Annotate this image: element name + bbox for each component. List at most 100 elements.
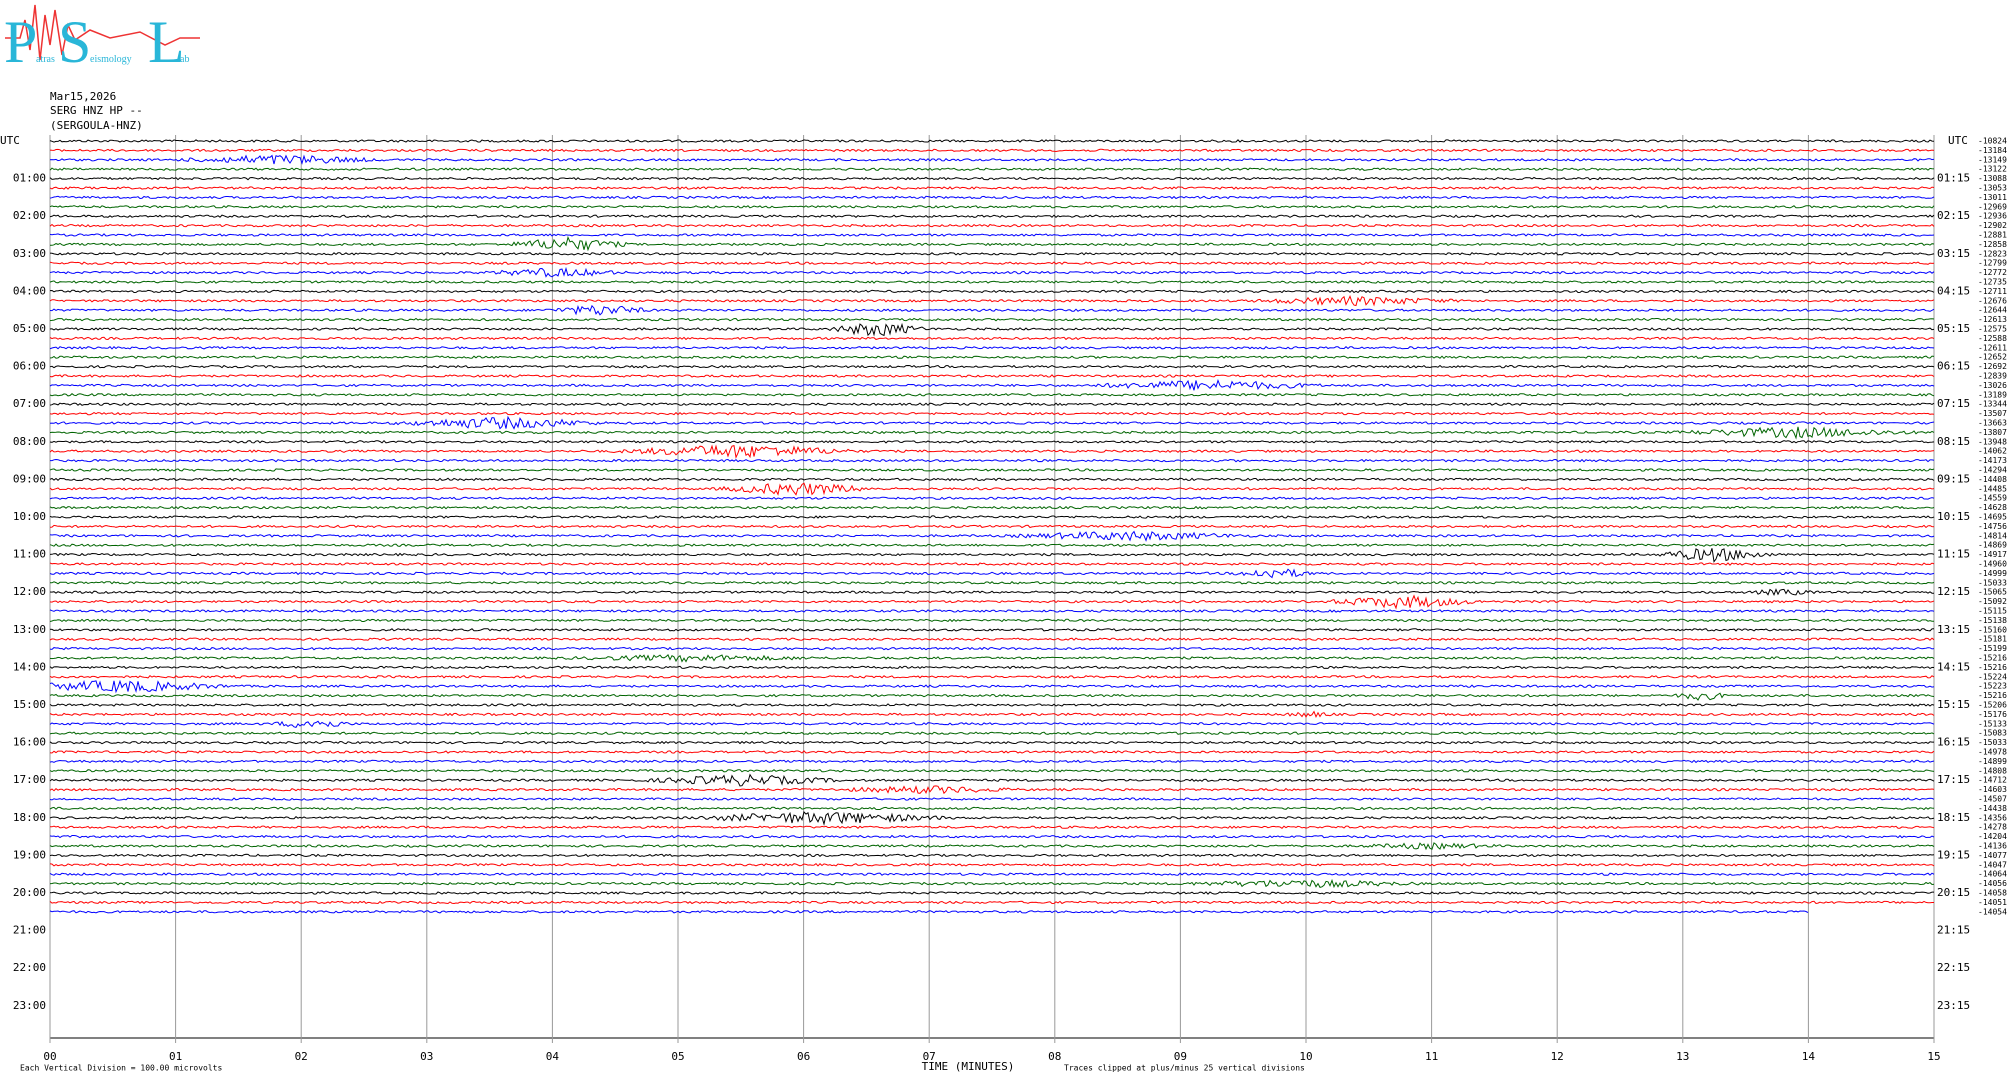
trace bbox=[49, 825, 1935, 829]
row-mean: -14559 bbox=[1978, 494, 2007, 503]
row-mean: -15199 bbox=[1978, 644, 2007, 653]
hour-label: 05:15 bbox=[1937, 322, 1970, 335]
x-tick-label: 07 bbox=[923, 1050, 936, 1063]
row-mean: -12652 bbox=[1978, 353, 2007, 362]
hour-label: 13:00 bbox=[13, 623, 46, 636]
trace bbox=[49, 415, 1935, 430]
hour-label: 21:00 bbox=[13, 924, 46, 937]
row-mean: -14064 bbox=[1978, 870, 2007, 879]
note: Traces clipped at plus/minus 25 vertical… bbox=[1064, 1064, 1305, 1073]
trace bbox=[49, 374, 1935, 378]
trace bbox=[49, 289, 1935, 294]
trace bbox=[49, 618, 1934, 623]
hour-label: 10:00 bbox=[13, 510, 46, 523]
trace bbox=[49, 304, 1935, 316]
trace bbox=[49, 252, 1935, 256]
row-mean: -15092 bbox=[1978, 597, 2007, 606]
row-mean: -12735 bbox=[1978, 278, 2007, 287]
hour-label: 23:00 bbox=[13, 999, 46, 1012]
row-mean: -15224 bbox=[1978, 672, 2007, 681]
row-mean: -12644 bbox=[1978, 306, 2007, 315]
row-mean: -12711 bbox=[1978, 287, 2007, 296]
trace bbox=[49, 364, 1935, 369]
row-mean: -12858 bbox=[1978, 240, 2007, 249]
trace bbox=[49, 261, 1935, 266]
row-mean: -13184 bbox=[1978, 146, 2007, 155]
logo-word: ab bbox=[180, 54, 189, 65]
hour-label: 05:00 bbox=[13, 322, 46, 335]
hour-label: 07:15 bbox=[1937, 397, 1970, 410]
logo: P S L atras eismology ab bbox=[4, 4, 200, 75]
row-mean: -13011 bbox=[1978, 193, 2007, 202]
row-mean: -12799 bbox=[1978, 259, 2007, 268]
row-mean: -10824 bbox=[1978, 137, 2007, 146]
trace bbox=[49, 637, 1935, 641]
trace bbox=[49, 710, 1935, 719]
hour-label: 19:15 bbox=[1937, 848, 1970, 861]
row-mean: -14058 bbox=[1978, 889, 2007, 898]
header: (SERGOULA-HNZ) bbox=[50, 119, 143, 132]
row-mean: -13189 bbox=[1978, 390, 2007, 399]
hour-label: 18:00 bbox=[13, 811, 46, 824]
row-mean: -15216 bbox=[1978, 663, 2007, 672]
row-mean: -14278 bbox=[1978, 823, 2007, 832]
trace bbox=[49, 834, 1935, 839]
hour-label: 17:15 bbox=[1937, 773, 1970, 786]
row-mean: -15033 bbox=[1978, 738, 2007, 747]
hour-label: 21:15 bbox=[1937, 924, 1970, 937]
row-mean: -14294 bbox=[1978, 466, 2007, 475]
hour-label: 20:00 bbox=[13, 886, 46, 899]
hour-label: 09:00 bbox=[13, 472, 46, 485]
trace bbox=[49, 568, 1935, 579]
row-mean: -14062 bbox=[1978, 447, 2007, 456]
trace bbox=[49, 773, 1935, 787]
row-mean: -15160 bbox=[1978, 625, 2007, 634]
x-tick-label: 02 bbox=[295, 1050, 308, 1063]
trace bbox=[49, 280, 1935, 284]
row-mean: -14136 bbox=[1978, 842, 2007, 851]
trace bbox=[49, 759, 1935, 764]
row-mean: -14978 bbox=[1978, 748, 2007, 757]
trace bbox=[49, 731, 1935, 735]
trace bbox=[49, 891, 1934, 895]
trace bbox=[49, 524, 1935, 529]
row-mean: -15115 bbox=[1978, 607, 2007, 616]
trace bbox=[50, 458, 1935, 463]
hour-label: 08:15 bbox=[1937, 435, 1970, 448]
trace bbox=[49, 720, 1935, 728]
row-mean: -12611 bbox=[1978, 343, 2007, 352]
trace bbox=[49, 205, 1935, 209]
trace bbox=[49, 468, 1935, 472]
hour-label: 20:15 bbox=[1937, 886, 1970, 899]
logo-word: atras bbox=[36, 54, 55, 65]
row-mean: -14507 bbox=[1978, 795, 2007, 804]
trace bbox=[49, 654, 1935, 663]
row-mean: -15181 bbox=[1978, 635, 2007, 644]
trace bbox=[49, 900, 1934, 905]
hour-label: 03:00 bbox=[13, 247, 46, 260]
trace bbox=[49, 740, 1934, 745]
row-mean: -15138 bbox=[1978, 616, 2007, 625]
hour-label: 06:15 bbox=[1937, 360, 1970, 373]
hour-label: 12:00 bbox=[13, 585, 46, 598]
axis-title: UTC bbox=[0, 134, 20, 147]
hour-label: 15:00 bbox=[13, 698, 46, 711]
row-mean: -13344 bbox=[1978, 400, 2007, 409]
hour-label: 04:00 bbox=[13, 284, 46, 297]
hour-label: 07:00 bbox=[13, 397, 46, 410]
row-mean: -15083 bbox=[1978, 729, 2007, 738]
hour-label: 01:15 bbox=[1937, 172, 1970, 185]
trace bbox=[49, 750, 1935, 754]
row-mean: -14917 bbox=[1978, 550, 2007, 559]
row-mean: -15065 bbox=[1978, 588, 2007, 597]
row-mean: -13026 bbox=[1978, 381, 2007, 390]
row-mean: -14695 bbox=[1978, 513, 2007, 522]
hour-label: 04:15 bbox=[1937, 284, 1970, 297]
hour-label: 15:15 bbox=[1937, 698, 1970, 711]
trace bbox=[49, 675, 1935, 679]
trace bbox=[49, 588, 1934, 597]
row-mean: -13149 bbox=[1978, 155, 2007, 164]
hour-label: 11:15 bbox=[1937, 548, 1970, 561]
hour-label: 03:15 bbox=[1937, 247, 1970, 260]
